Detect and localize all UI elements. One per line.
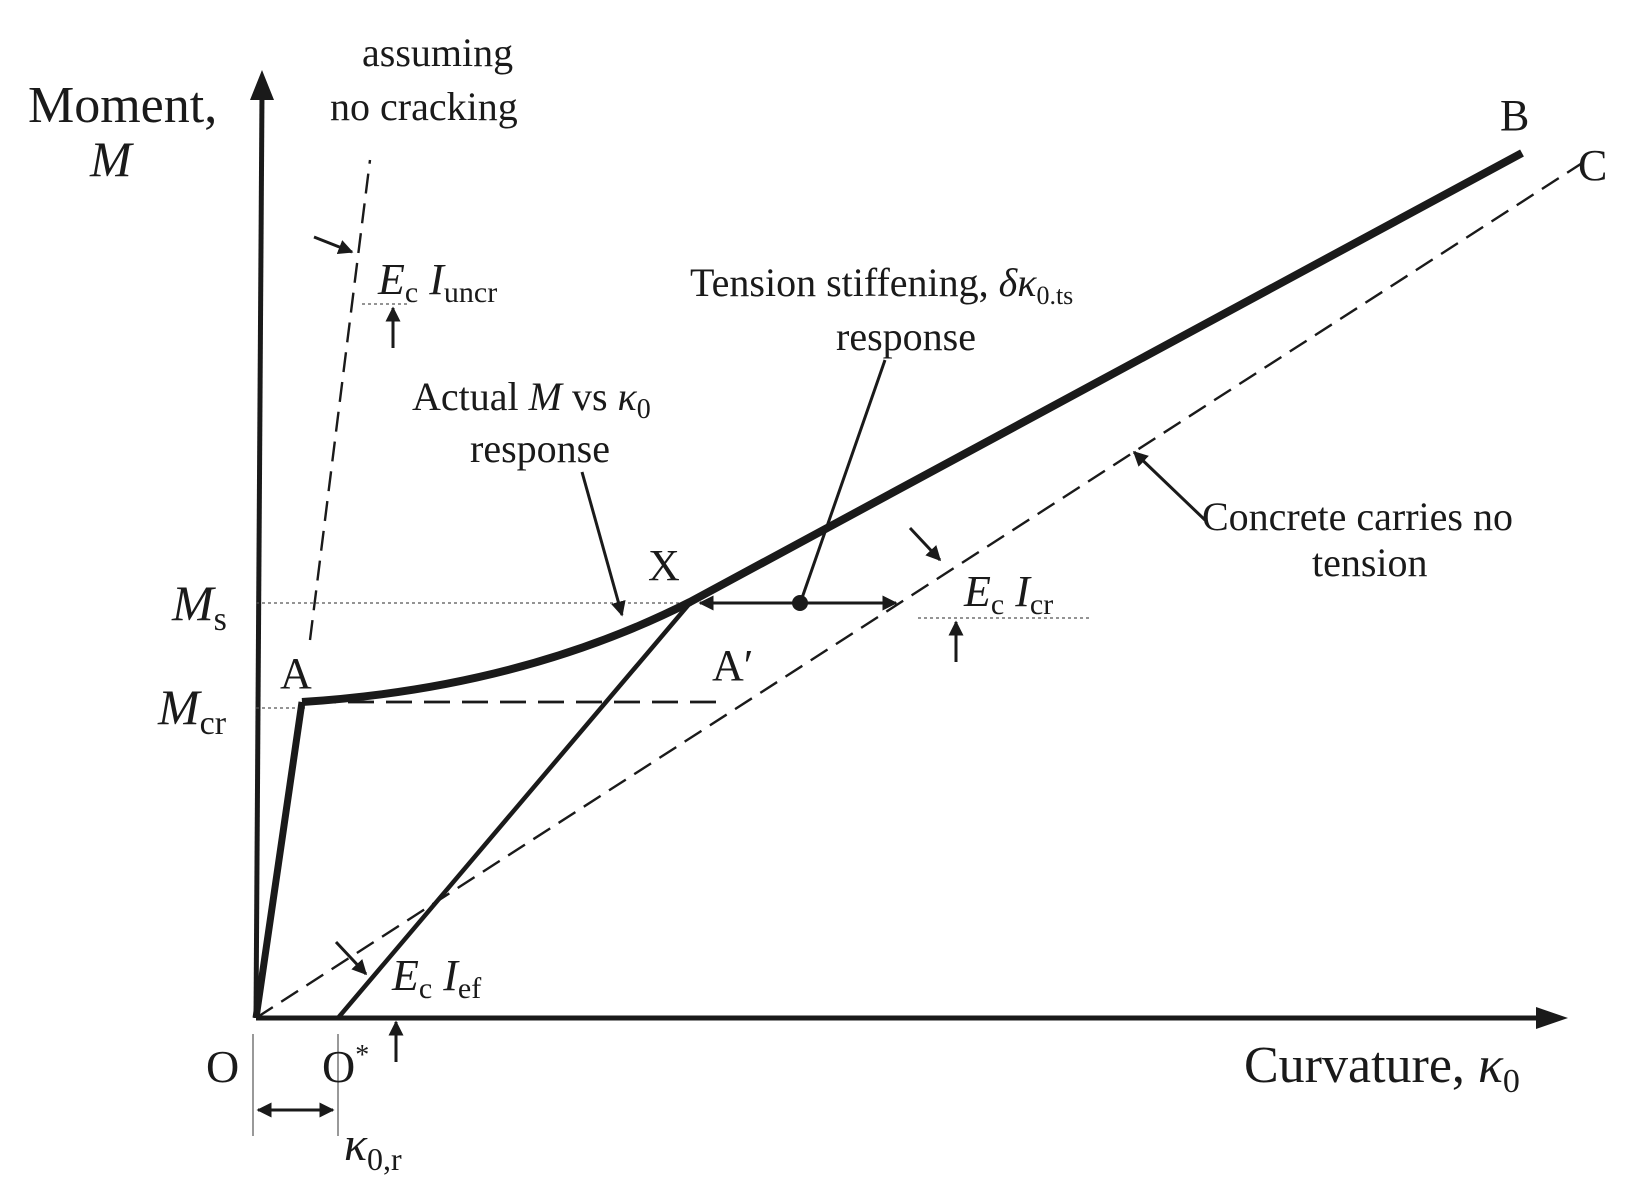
EcIuncr-label: Ec Iuncr	[377, 255, 497, 309]
point-A-prime-label: A′	[712, 641, 753, 690]
y-axis-arrowhead	[250, 70, 274, 100]
Ms-label: Ms	[171, 575, 227, 638]
EcIcr-label: Ec Icr	[963, 567, 1053, 621]
y-axis-symbol: M	[89, 131, 134, 187]
x-axis-title: Curvature, κ0	[1244, 1037, 1520, 1100]
point-B-label: B	[1500, 91, 1529, 140]
EcIef-label: Ec Ief	[391, 951, 481, 1005]
effective-stiffness-line	[336, 601, 692, 1020]
Mcr-label: Mcr	[157, 679, 227, 742]
y-axis	[253, 91, 265, 1019]
actual-response-leader	[580, 471, 626, 617]
tension-stiffening-label-line1: Tension stiffening, δκ0.ts	[690, 260, 1073, 310]
EcIef-pointer-arrow	[334, 940, 368, 976]
point-X-label: X	[648, 541, 680, 590]
no-tension-leader	[1132, 450, 1207, 522]
tension-stiffening-dot	[792, 595, 808, 611]
point-C-label: C	[1578, 141, 1607, 190]
actual-response-label-line1: Actual M vs κ0	[412, 374, 651, 425]
y-axis-title: Moment,	[28, 77, 217, 134]
EcIcr-pointer-arrow	[908, 526, 942, 562]
EcIuncr-pointer-arrow	[313, 235, 354, 255]
actual-response-label-line2: response	[470, 426, 610, 471]
uncracked-annotation-line2: no cracking	[330, 84, 518, 129]
uncracked-annotation-line1: assuming	[362, 30, 513, 75]
initial-uncracked-branch	[252, 701, 306, 1019]
no-tension-label-line2: tension	[1312, 540, 1428, 585]
origin-star-label: O*	[322, 1040, 369, 1092]
actual-moment-curvature-curve	[301, 149, 1524, 706]
tension-stiffening-leader	[800, 359, 887, 599]
origin-label: O	[206, 1041, 239, 1092]
tension-stiffening-label-line2: response	[836, 314, 976, 359]
x-axis-arrowhead	[1536, 1007, 1568, 1029]
point-A-label: A	[280, 649, 312, 698]
no-tension-label-line1: Concrete carries no	[1202, 494, 1513, 539]
kappa-r-label: κ0,r	[344, 1118, 402, 1177]
uncracked-stiffness-line	[308, 159, 372, 641]
no-tension-line	[255, 156, 1591, 1020]
